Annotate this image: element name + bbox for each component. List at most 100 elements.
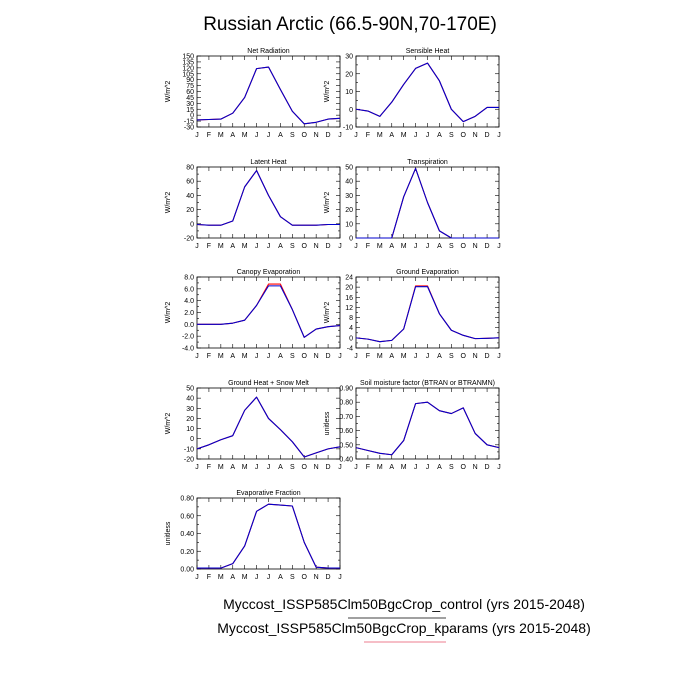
x-tick-label: J	[195, 574, 199, 581]
plot-frame	[196, 276, 341, 349]
series-line-control	[355, 62, 499, 123]
x-tick-label: M	[377, 243, 383, 250]
series-line-kparams	[197, 285, 341, 338]
y-tick-label: 135	[182, 59, 194, 66]
x-tick-label: J	[354, 243, 358, 250]
x-tick-label: J	[497, 353, 501, 360]
y-tick-label: 4.0	[184, 298, 194, 305]
x-tick-label: N	[314, 132, 319, 139]
y-tick-label: 0	[190, 113, 194, 120]
x-tick-label: A	[230, 243, 235, 250]
x-tick-label: J	[255, 243, 259, 250]
x-tick-label: S	[290, 353, 295, 360]
x-tick-label: J	[338, 464, 342, 471]
series-line-control	[197, 283, 341, 338]
x-tick-label: A	[278, 574, 283, 581]
x-tick-label: A	[230, 574, 235, 581]
series-line-control	[196, 396, 341, 458]
x-tick-label: N	[314, 353, 319, 360]
x-tick-label: M	[242, 132, 248, 139]
y-tick-label: -15	[184, 119, 194, 126]
x-tick-label: N	[473, 243, 478, 250]
x-tick-label: J	[255, 132, 259, 139]
x-tick-label: O	[302, 132, 308, 139]
x-tick-label: A	[437, 243, 442, 250]
x-tick-label: M	[401, 243, 407, 250]
series-line-control	[355, 401, 500, 456]
y-tick-label: -20	[184, 457, 194, 464]
y-tick-label: 0.0	[184, 322, 194, 329]
panel-title: Transpiration	[407, 159, 448, 166]
x-tick-label: O	[302, 353, 308, 360]
series-line-kparams	[355, 62, 499, 123]
y-tick-label: 0.70	[339, 414, 353, 421]
x-tick-label: F	[207, 353, 211, 360]
x-tick-label: D	[485, 353, 490, 360]
y-axis-label: W/m^2	[165, 302, 172, 324]
x-tick-label: J	[195, 243, 199, 250]
y-tick-label: 75	[186, 83, 194, 90]
y-tick-label: 20	[186, 207, 194, 214]
y-tick-label: 0	[190, 436, 194, 443]
x-tick-label: N	[473, 353, 478, 360]
x-tick-label: J	[414, 243, 418, 250]
y-tick-label: 0.40	[339, 457, 353, 464]
y-tick-label: 10	[345, 221, 353, 228]
series-line-kparams	[196, 396, 341, 458]
x-tick-label: J	[195, 132, 199, 139]
x-tick-label: O	[302, 464, 308, 471]
x-tick-label: S	[449, 132, 454, 139]
x-tick-label: N	[473, 132, 478, 139]
series-line-kparams	[356, 167, 499, 239]
y-tick-label: 0	[190, 221, 194, 228]
y-tick-label: 30	[186, 101, 194, 108]
x-tick-label: F	[366, 243, 370, 250]
y-tick-label: 120	[182, 65, 194, 72]
y-tick-label: 50	[345, 165, 353, 172]
x-tick-label: A	[278, 132, 283, 139]
x-tick-label: F	[366, 132, 370, 139]
y-tick-label: 24	[345, 275, 353, 282]
x-tick-label: A	[437, 132, 442, 139]
x-tick-label: M	[401, 132, 407, 139]
panel-title: Ground Heat + Snow Melt	[228, 380, 309, 387]
x-tick-label: F	[366, 353, 370, 360]
x-tick-label: S	[449, 464, 454, 471]
panels: Net RadiationW/m^2-30-150153045607590105…	[165, 48, 501, 581]
x-tick-label: O	[302, 574, 308, 581]
x-tick-label: J	[267, 132, 271, 139]
x-tick-label: M	[218, 243, 224, 250]
x-tick-label: J	[497, 243, 501, 250]
x-tick-label: M	[401, 353, 407, 360]
x-tick-label: S	[290, 132, 295, 139]
y-axis-label: W/m^2	[165, 413, 172, 435]
x-tick-label: D	[326, 243, 331, 250]
panel-evaporative-fraction: Evaporative Fraction unitless 0.00 0.20 0.40…	[165, 490, 342, 581]
panel-title: Canopy Evaporation	[237, 269, 301, 276]
y-axis-label: unitless	[165, 521, 172, 545]
x-tick-label: A	[389, 464, 394, 471]
y-tick-label: 0.80	[339, 400, 353, 407]
x-tick-label: N	[314, 574, 319, 581]
y-axis-label: unitless	[324, 411, 331, 435]
series-line-control	[197, 503, 340, 569]
x-tick-label: J	[267, 243, 271, 250]
x-tick-label: A	[278, 464, 283, 471]
y-tick-label: -4.0	[182, 346, 194, 353]
y-tick-label: 0.60	[180, 513, 194, 520]
y-tick-label: 4	[349, 325, 353, 332]
x-tick-label: A	[230, 464, 235, 471]
y-tick-label: 0.50	[339, 442, 353, 449]
y-axis-label: W/m^2	[165, 192, 172, 214]
plot-frame	[355, 55, 500, 128]
y-tick-label: 12	[345, 305, 353, 312]
y-tick-label: 30	[345, 54, 353, 61]
x-tick-label: A	[230, 132, 235, 139]
y-axis-label: W/m^2	[324, 192, 331, 214]
x-tick-label: O	[461, 132, 467, 139]
panel-title: Net Radiation	[247, 48, 290, 55]
x-tick-label: A	[389, 243, 394, 250]
x-tick-label: J	[338, 243, 342, 250]
y-tick-label: -30	[184, 125, 194, 132]
x-tick-label: A	[389, 132, 394, 139]
